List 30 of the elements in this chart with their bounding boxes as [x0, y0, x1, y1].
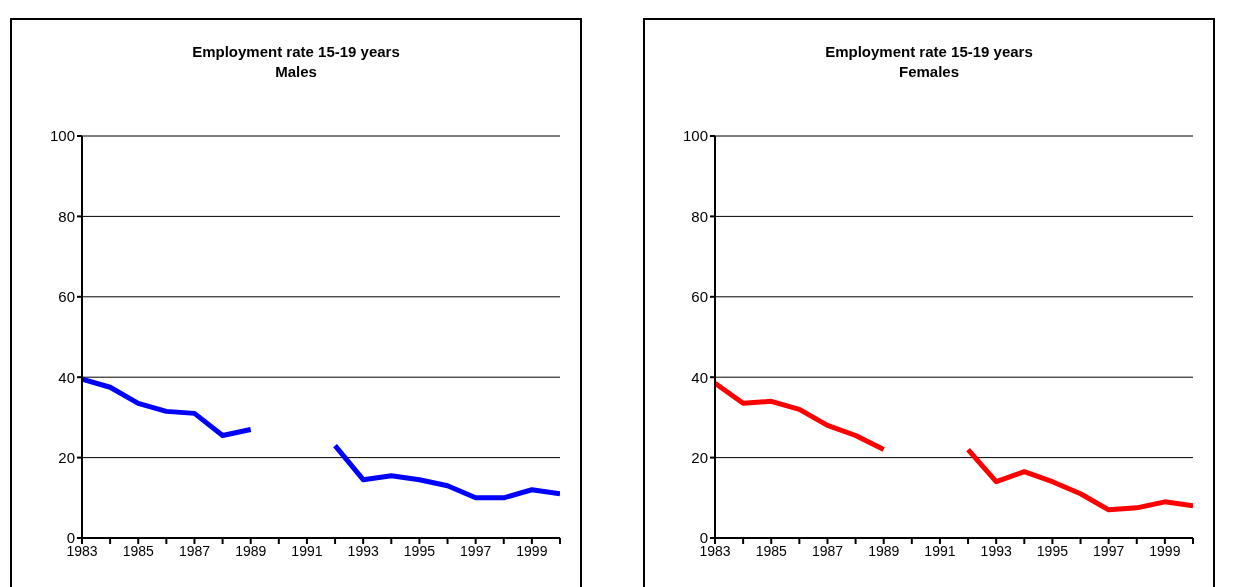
x-tick-label: 1997	[460, 542, 492, 559]
chart-subtitle: Males	[274, 62, 318, 82]
x-tick-label: 1995	[1036, 542, 1069, 559]
x-tick-label: 1993	[347, 542, 379, 559]
x-tick-label: 1999	[516, 542, 548, 559]
y-tick-label: 20	[691, 448, 708, 466]
x-tick-label: 1987	[811, 542, 844, 559]
x-tick-label: 1993	[980, 542, 1012, 559]
y-tick-label: 100	[682, 127, 708, 145]
y-tick-label: 40	[691, 368, 708, 386]
y-tick-label: 60	[691, 288, 708, 306]
y-tick-label: 20	[58, 448, 75, 466]
x-tick-label: 1995	[403, 542, 436, 559]
y-tick-label: 100	[49, 127, 75, 145]
y-tick-label: 40	[58, 368, 75, 386]
x-tick-label: 1989	[235, 542, 267, 559]
x-tick-label: 1985	[755, 542, 788, 559]
y-tick-label: 60	[58, 288, 75, 306]
x-tick-label: 1991	[291, 542, 323, 559]
y-tick-label: 80	[58, 207, 75, 225]
chart-title: Employment rate 15-19 years	[824, 42, 1034, 62]
x-tick-label: 1989	[868, 542, 900, 559]
x-tick-label: 1991	[924, 542, 956, 559]
chart-subtitle: Females	[897, 62, 960, 82]
x-tick-label: 1987	[178, 542, 211, 559]
y-tick-label: 80	[691, 207, 708, 225]
x-tick-label: 1997	[1093, 542, 1125, 559]
x-tick-label: 1985	[122, 542, 155, 559]
chart-title: Employment rate 15-19 years	[191, 42, 401, 62]
x-tick-label: 1999	[1149, 542, 1181, 559]
